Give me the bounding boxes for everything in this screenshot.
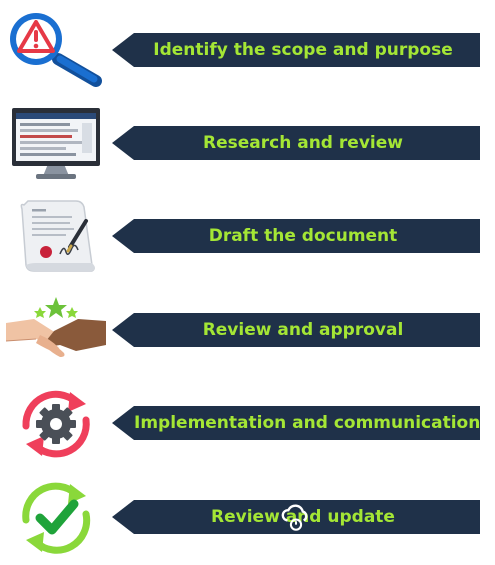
monitor-icon [6,106,106,180]
step-5: Implementation and communication [0,386,495,460]
step-banner: Identify the scope and purpose [112,33,480,67]
step-4: Review and approval [0,293,495,367]
step-label: Draft the document [208,226,398,246]
step-banner: Review and approval [112,313,480,347]
step-label: Research and review [203,133,403,153]
step-6: Review and update [0,480,495,554]
signed-document-icon [6,199,106,273]
step-banner: Implementation and communication [112,406,480,440]
gear-cycle-icon [6,386,106,460]
step-label: Review and approval [202,320,404,340]
step-label: Review and update [211,507,395,527]
step-2: Research and review [0,106,495,180]
cloud-sync-icon [281,504,308,531]
step-3: Draft the document [0,199,495,273]
step-label: Implementation and communication [134,413,481,433]
step-banner: Review and update [112,500,480,534]
step-banner: Research and review [112,126,480,160]
step-label: Identify the scope and purpose [153,40,453,60]
warning-magnifier-icon [6,13,106,87]
checkmark-cycle-icon [6,480,106,554]
step-banner: Draft the document [112,219,480,253]
step-1: Identify the scope and purpose [0,13,495,87]
handshake-icon [6,293,106,367]
